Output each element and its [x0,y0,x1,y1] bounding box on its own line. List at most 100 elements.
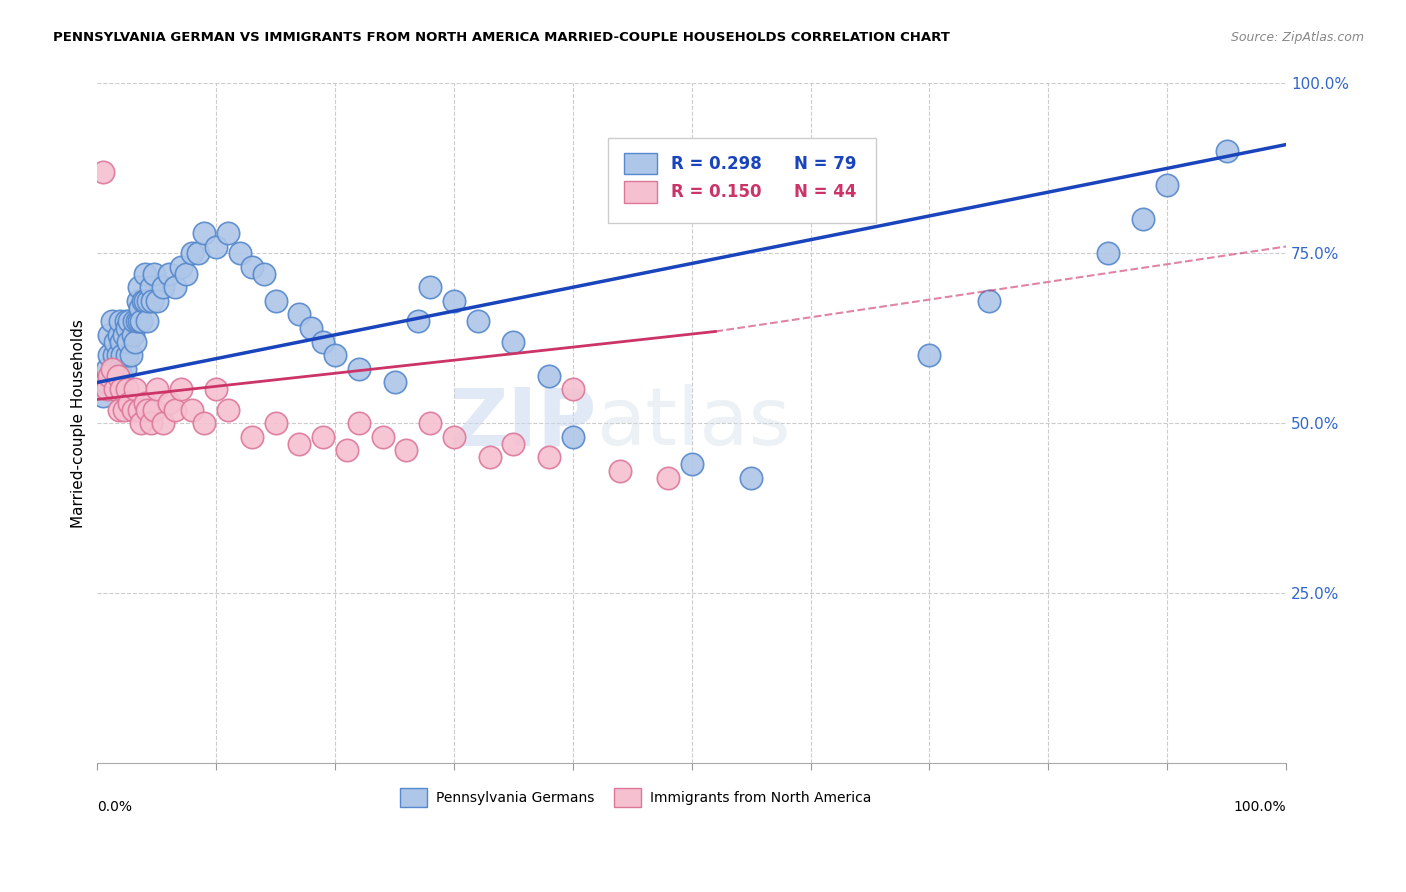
Point [384,376,406,390]
Point [1215,145,1237,159]
Point [120,348,142,362]
Point [107,327,129,342]
Point [740,470,762,484]
Point [229,246,252,260]
Text: Source: ZipAtlas.com: Source: ZipAtlas.com [1230,31,1364,45]
Point [101,368,124,383]
Point [98,327,121,342]
Point [110,334,132,349]
Point [131,416,153,430]
Point [114,361,136,376]
Text: ZIP: ZIP [450,384,596,462]
Bar [624,181,657,203]
Point [1097,246,1119,260]
Point [537,368,560,383]
Point [347,361,370,376]
Point [240,430,263,444]
Point [443,430,465,444]
Point [169,260,191,274]
Point [371,430,394,444]
Point [112,402,135,417]
Point [478,450,501,465]
Point [1132,212,1154,227]
Point [419,416,441,430]
Point [609,464,631,478]
Point [205,239,228,253]
Point [217,226,239,240]
Point [134,293,156,308]
Point [105,382,128,396]
Point [118,396,141,410]
Point [136,314,159,328]
Point [181,402,204,417]
Text: 0.0%: 0.0% [97,800,132,814]
Point [253,267,276,281]
Point [104,382,127,396]
Point [115,321,138,335]
Point [264,293,287,308]
Text: R = 0.150: R = 0.150 [672,183,762,202]
Point [110,382,132,396]
Point [419,280,441,294]
Point [100,314,122,328]
Point [347,416,370,430]
Point [128,402,150,417]
Point [240,260,263,274]
Point [193,226,215,240]
Point [264,416,287,430]
Point [157,267,180,281]
Y-axis label: Married-couple Households: Married-couple Households [72,318,86,527]
Point [91,389,114,403]
Point [443,293,465,308]
Point [152,416,174,430]
Point [127,293,149,308]
Point [131,314,153,328]
FancyBboxPatch shape [609,137,876,223]
Bar [624,153,657,175]
Point [128,314,150,328]
Point [181,246,204,260]
Point [141,293,163,308]
Point [128,280,150,294]
Point [143,402,166,417]
Point [98,368,121,383]
Text: atlas: atlas [596,384,792,462]
Point [288,308,311,322]
Point [96,361,118,376]
Text: 100.0%: 100.0% [1233,800,1286,814]
Point [107,348,129,362]
Point [91,165,114,179]
Point [406,314,429,328]
Point [94,376,117,390]
Text: PENNSYLVANIA GERMAN VS IMMIGRANTS FROM NORTH AMERICA MARRIED-COUPLE HOUSEHOLDS C: PENNSYLVANIA GERMAN VS IMMIGRANTS FROM N… [53,31,950,45]
Point [152,280,174,294]
Point [112,327,135,342]
Point [163,402,186,417]
Point [146,382,169,396]
Point [467,314,489,328]
Bar [614,788,641,807]
Point [157,396,180,410]
Point [323,348,346,362]
Point [312,334,335,349]
Text: Immigrants from North America: Immigrants from North America [650,791,872,805]
Point [143,267,166,281]
Point [108,314,131,328]
Point [117,334,139,349]
Point [104,361,127,376]
Point [146,293,169,308]
Point [1156,178,1178,193]
Point [163,280,186,294]
Point [124,382,146,396]
Point [288,436,311,450]
Point [107,361,129,376]
Point [561,382,583,396]
Point [205,382,228,396]
Point [122,327,145,342]
Point [124,334,146,349]
Point [115,348,138,362]
Point [107,368,129,383]
Point [193,416,215,430]
Point [100,361,122,376]
Text: N = 44: N = 44 [794,183,856,202]
